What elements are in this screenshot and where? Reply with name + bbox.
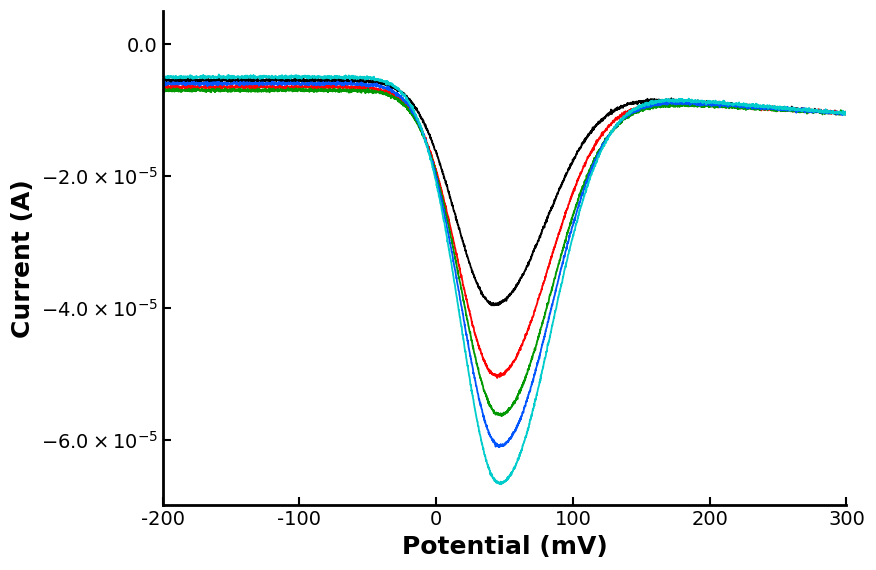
Y-axis label: Current (A): Current (A) — [11, 179, 35, 337]
X-axis label: Potential (mV): Potential (mV) — [402, 535, 607, 559]
